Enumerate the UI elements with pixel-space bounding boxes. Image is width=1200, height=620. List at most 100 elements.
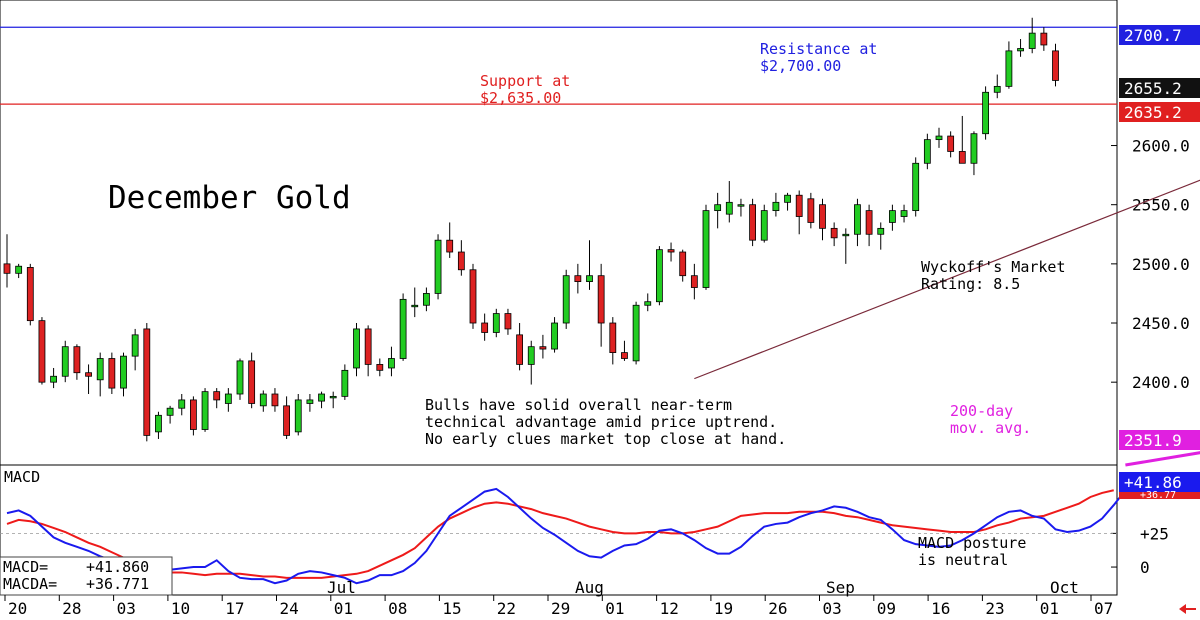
candle	[96, 352, 104, 397]
candle-body	[492, 313, 500, 333]
candle	[667, 242, 675, 262]
trendline-group	[694, 179, 1200, 380]
price-tick-label: 2500.0	[1132, 255, 1190, 274]
candle	[842, 228, 850, 264]
candle	[224, 388, 232, 412]
candle-body	[213, 391, 221, 401]
candle	[574, 263, 582, 294]
candle-body	[923, 139, 931, 164]
macd-note-line2: is neutral	[918, 551, 1008, 569]
month-label: Aug	[575, 578, 604, 597]
candle	[178, 394, 186, 416]
candle	[656, 246, 663, 306]
candle-body	[947, 135, 955, 152]
date-tick-label: 01	[1040, 599, 1059, 618]
candle-body	[411, 304, 419, 308]
candle-body	[259, 393, 267, 407]
candle-body	[667, 249, 675, 253]
month-label: Sep	[826, 578, 855, 597]
candle-body	[609, 322, 617, 353]
candle	[679, 249, 687, 282]
macd-series-line	[6, 479, 1161, 585]
candle	[1005, 41, 1013, 89]
candle-body	[73, 346, 81, 374]
candle	[120, 352, 127, 397]
candle	[760, 204, 768, 243]
date-tick-label: 03	[117, 599, 136, 618]
candle-body	[61, 346, 69, 377]
date-tick-label: 07	[1094, 599, 1113, 618]
candle-body	[469, 269, 477, 324]
moving-average-group	[1125, 451, 1200, 467]
candle-body	[784, 194, 791, 203]
scroll-left-arrow-icon[interactable]	[1179, 604, 1196, 614]
candle	[166, 405, 174, 424]
date-tick-label: 23	[985, 599, 1004, 618]
ma200-line	[1125, 451, 1200, 467]
svg-text:2700.7: 2700.7	[1124, 26, 1182, 45]
candle-body	[516, 334, 523, 365]
date-tick-label: 01	[605, 599, 624, 618]
date-tick-label: 20	[8, 599, 27, 618]
candle	[481, 313, 489, 341]
candle	[586, 240, 593, 290]
candle	[784, 192, 791, 211]
candle-body	[306, 399, 314, 404]
candle-body	[131, 334, 139, 357]
candle	[947, 131, 955, 158]
candle	[411, 287, 419, 318]
candle-body	[877, 227, 885, 235]
candle-body	[993, 85, 1001, 93]
candle-body	[294, 399, 302, 433]
candle-body	[224, 393, 232, 404]
svg-text:2351.9: 2351.9	[1124, 431, 1182, 450]
candle	[143, 323, 151, 442]
candle	[131, 328, 139, 371]
candle	[3, 234, 11, 288]
candle-body	[982, 91, 989, 135]
candle-body	[248, 360, 256, 404]
macda-series-line	[6, 489, 1114, 579]
macda-value-tag-text: +36.77	[1140, 490, 1176, 501]
ma-label-line2: mov. avg.	[950, 419, 1031, 437]
candle	[318, 391, 325, 409]
candle	[189, 396, 197, 436]
candle	[644, 293, 652, 312]
candle-body	[935, 135, 943, 141]
rating-note-line1: Wyckoff's Market	[921, 258, 1066, 276]
candle	[516, 323, 523, 371]
candle-body	[504, 313, 512, 330]
date-tick-label: 16	[931, 599, 950, 618]
candle-body	[586, 275, 593, 283]
svg-text:2655.2: 2655.2	[1124, 79, 1182, 98]
candle	[85, 364, 92, 395]
date-tick-label: 17	[225, 599, 244, 618]
candle-body	[772, 201, 780, 212]
candle	[213, 388, 221, 409]
candle	[73, 344, 81, 380]
candle	[364, 325, 372, 377]
candle	[15, 263, 23, 279]
month-label: Oct	[1050, 578, 1079, 597]
candle-body	[760, 210, 768, 241]
candle	[469, 263, 477, 329]
candle	[632, 301, 640, 365]
price-tick-label: 2550.0	[1132, 196, 1190, 215]
date-tick-label: 08	[388, 599, 407, 618]
candle-body	[725, 201, 733, 215]
candle-body	[376, 364, 384, 371]
candle-body	[795, 194, 803, 217]
candle	[539, 334, 547, 359]
candle-body	[562, 275, 570, 324]
date-tick-label: 09	[877, 599, 896, 618]
candle-body	[644, 301, 652, 306]
candle	[422, 287, 430, 312]
candle-body	[656, 249, 663, 303]
support-label-line1: Support at	[480, 72, 570, 90]
candle-body	[632, 304, 640, 362]
price-tick-label: 2400.0	[1132, 373, 1190, 392]
candle-body	[155, 414, 162, 433]
macda-readout-value: +36.771	[86, 575, 149, 593]
candle-body	[551, 322, 558, 350]
resistance-label-line1: Resistance at	[760, 40, 877, 58]
